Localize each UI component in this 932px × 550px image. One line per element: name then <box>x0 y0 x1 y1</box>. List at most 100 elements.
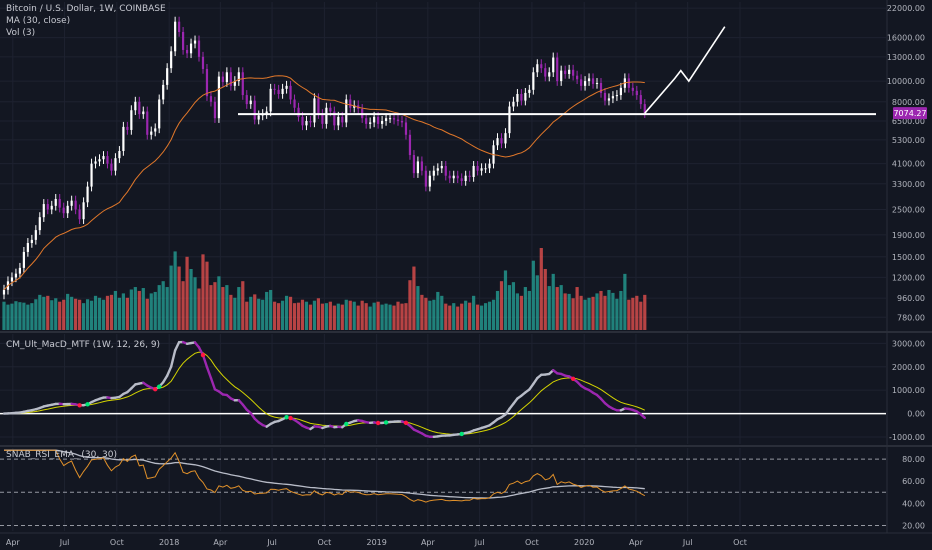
candle-body <box>38 217 41 231</box>
rsi-legend[interactable]: SNAB_RSI_EMA_ (30, 30) <box>6 450 118 460</box>
volume-bar <box>66 293 70 330</box>
candle-body <box>130 110 133 130</box>
volume-bar <box>173 251 177 330</box>
volume-bar <box>408 280 412 330</box>
candle-body <box>106 156 109 164</box>
volume-bar <box>476 304 480 330</box>
candle-body <box>349 99 352 108</box>
candle-body <box>178 21 181 32</box>
candle-body <box>54 198 57 206</box>
volume-bar <box>551 273 555 330</box>
volume-bar <box>555 287 559 330</box>
volume-bar <box>89 300 94 330</box>
time-tick-label: Jul <box>266 538 277 547</box>
candle-body <box>114 158 117 171</box>
candle-body <box>82 202 85 220</box>
price-tick-label: 5300.00 <box>892 136 925 145</box>
last-price-tag <box>893 107 927 120</box>
candle-body <box>281 88 284 95</box>
macd-cross-marker <box>77 403 82 408</box>
candle-body <box>245 95 248 105</box>
candle-body <box>556 57 559 82</box>
time-tick-label: Apr <box>213 538 228 547</box>
volume-bar <box>448 305 452 330</box>
candle-body <box>201 56 205 69</box>
macd-cross-marker <box>570 376 576 382</box>
volume-bar <box>85 299 90 330</box>
time-axis[interactable]: Apr Jul Oct 2018 Apr Jul Oct 2019 Apr Jul Oct 2020 A… <box>6 538 747 547</box>
volume-bar <box>643 294 647 330</box>
candle-body <box>404 122 408 135</box>
candle-body <box>301 116 304 126</box>
volume-bar <box>129 289 133 330</box>
candle-body <box>26 243 29 252</box>
candle-body <box>345 99 348 123</box>
volume-bar <box>432 299 436 330</box>
volume-bar <box>149 293 153 330</box>
price-tick-label: 1900.00 <box>892 231 925 240</box>
candle-body <box>572 69 575 76</box>
volume-bar <box>559 285 563 330</box>
volume-bar <box>420 294 424 330</box>
macd-tick-label: 2000.00 <box>892 363 925 372</box>
volume-bar <box>93 295 98 330</box>
candle-body <box>412 155 416 174</box>
candle-body <box>181 31 185 50</box>
candle-body <box>599 82 603 93</box>
price-tick-label: 1500.00 <box>892 253 925 262</box>
candle-body <box>205 68 209 97</box>
candle-body <box>46 204 49 210</box>
candle-body <box>225 72 228 83</box>
candle-body <box>74 200 77 210</box>
time-tick-label: Jul <box>474 538 485 547</box>
volume-bar <box>284 295 289 330</box>
ma-indicator-label[interactable]: MA (30, close) <box>6 16 71 26</box>
price-axis[interactable]: 780.00 960.00 1200.00 1500.00 1900.00 2500.00… <box>887 4 927 530</box>
macd-cross-marker <box>375 420 381 426</box>
symbol-title[interactable]: Bitcoin / U.S. Dollar, 1W, COINBASE <box>6 4 166 14</box>
candle-body <box>619 87 622 96</box>
candle-body <box>639 95 642 105</box>
volume-indicator-label[interactable]: Vol (3) <box>6 28 36 38</box>
candle-body <box>14 273 18 278</box>
candle-body <box>396 119 400 121</box>
volume-bar <box>631 297 635 330</box>
panel-dividers[interactable] <box>0 0 932 534</box>
candle-body <box>416 161 420 174</box>
macd-legend[interactable]: CM_Ult_MacD_MTF (1W, 12, 26, 9) <box>6 340 161 350</box>
candle-body <box>432 170 435 176</box>
candle-body <box>229 72 232 86</box>
volume-bar <box>145 298 149 330</box>
volume-bar <box>595 293 599 330</box>
volume-bar <box>627 299 631 330</box>
candle-body <box>293 99 296 108</box>
volume-bar <box>269 289 273 330</box>
candle-body <box>380 120 384 124</box>
time-tick-label: Oct <box>733 538 747 547</box>
volume-bar <box>169 265 173 330</box>
candle-body <box>488 163 491 169</box>
candle-body <box>532 72 535 90</box>
rsi-tick-label: 20.00 <box>902 521 925 530</box>
candle-body <box>166 68 169 85</box>
volume-bar <box>233 297 237 330</box>
time-tick-label: Jul <box>59 538 70 547</box>
candle-body <box>150 131 153 135</box>
volume-bar <box>479 305 484 330</box>
candle-body <box>309 120 312 123</box>
volume-bar <box>623 273 627 330</box>
volume-bar <box>113 290 118 330</box>
time-tick-label: Apr <box>421 538 436 547</box>
candle-body <box>496 138 499 146</box>
candle-body <box>221 76 224 83</box>
candle-body <box>452 175 455 179</box>
volume-bar <box>468 302 472 330</box>
volume-bar <box>117 297 122 330</box>
volume-bar <box>424 297 428 330</box>
time-tick-label: Apr <box>6 538 21 547</box>
candle-body <box>377 116 380 124</box>
volume-bar <box>372 302 376 330</box>
candle-body <box>448 175 451 179</box>
candle-body <box>615 95 619 97</box>
